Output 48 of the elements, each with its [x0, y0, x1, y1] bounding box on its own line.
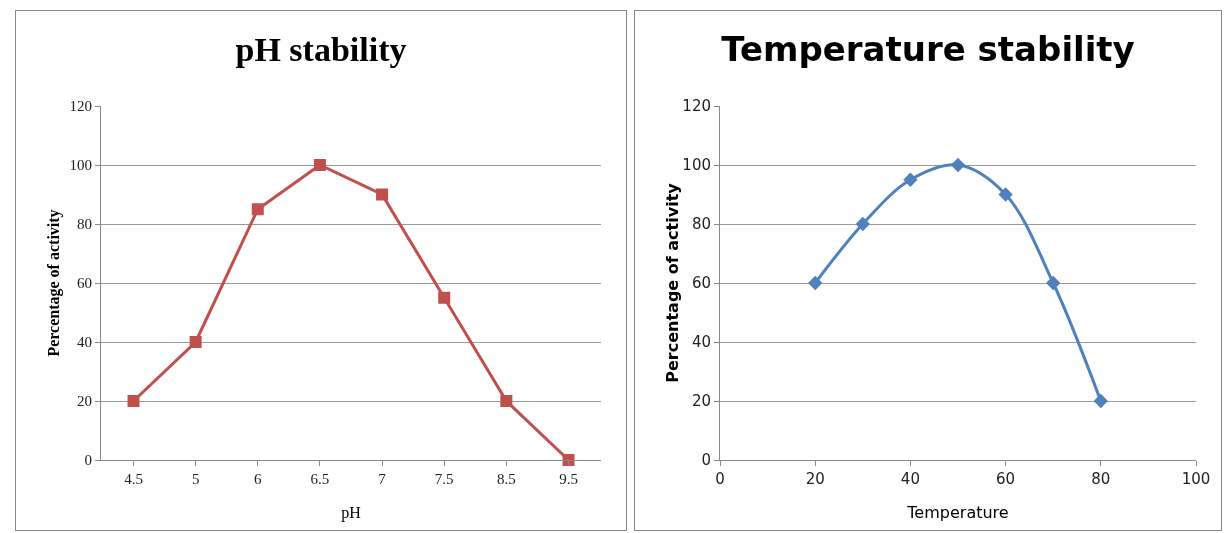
x-tick-label: 6 — [254, 471, 263, 487]
point — [1093, 393, 1108, 409]
point — [1046, 275, 1061, 291]
point — [127, 395, 140, 407]
point — [251, 203, 264, 216]
x-tick-label: 7 — [378, 471, 387, 487]
x-tick-label: 5 — [191, 471, 200, 487]
point — [998, 187, 1013, 202]
x-tick-label: 8.5 — [496, 471, 516, 487]
point — [376, 188, 389, 201]
y-tick-label: 0 — [701, 451, 711, 470]
x-tick-label: 100 — [1181, 470, 1211, 488]
point — [313, 159, 326, 171]
point — [808, 275, 823, 291]
point — [950, 157, 966, 173]
x-tick-label: 80 — [1091, 470, 1111, 488]
y-tick-label: 100 — [69, 157, 92, 174]
y-tick-label: 0 — [84, 452, 92, 469]
chart-title: pH stability — [235, 30, 407, 68]
y-tick-label: 40 — [691, 333, 711, 352]
y-tick-label: 100 — [682, 156, 711, 175]
y-tick-label: 80 — [77, 216, 92, 233]
point — [500, 395, 513, 407]
y-tick-label: 120 — [682, 97, 711, 116]
x-tick-label: 20 — [805, 470, 825, 488]
x-axis-title: pH — [341, 504, 362, 522]
chart-title: Temperature stability — [721, 28, 1135, 69]
point — [189, 336, 202, 348]
y-axis-title: Percentage of activity — [45, 209, 63, 357]
x-tick-label: 6.5 — [310, 471, 330, 487]
y-tick-label: 60 — [691, 274, 711, 293]
x-axis-title: Temperature — [906, 503, 1009, 522]
x-tick-label: 9.5 — [559, 471, 578, 487]
y-tick-label: 20 — [691, 392, 711, 411]
y-tick-label: 20 — [77, 393, 92, 410]
y-tick-label: 120 — [69, 98, 92, 115]
x-tick-label: 7.5 — [434, 471, 454, 487]
y-tick-label: 80 — [691, 215, 711, 234]
point — [903, 172, 918, 187]
x-tick-label: 0 — [715, 470, 725, 488]
x-tick-label: 40 — [900, 470, 920, 488]
x-tick-label: 60 — [996, 470, 1016, 488]
y-tick-label: 40 — [77, 334, 92, 351]
x-tick-label: 4.5 — [124, 471, 143, 487]
y-axis-title: Percentage of activity — [663, 182, 682, 383]
point — [855, 216, 870, 232]
point — [438, 291, 451, 304]
y-tick-label: 60 — [77, 275, 92, 292]
